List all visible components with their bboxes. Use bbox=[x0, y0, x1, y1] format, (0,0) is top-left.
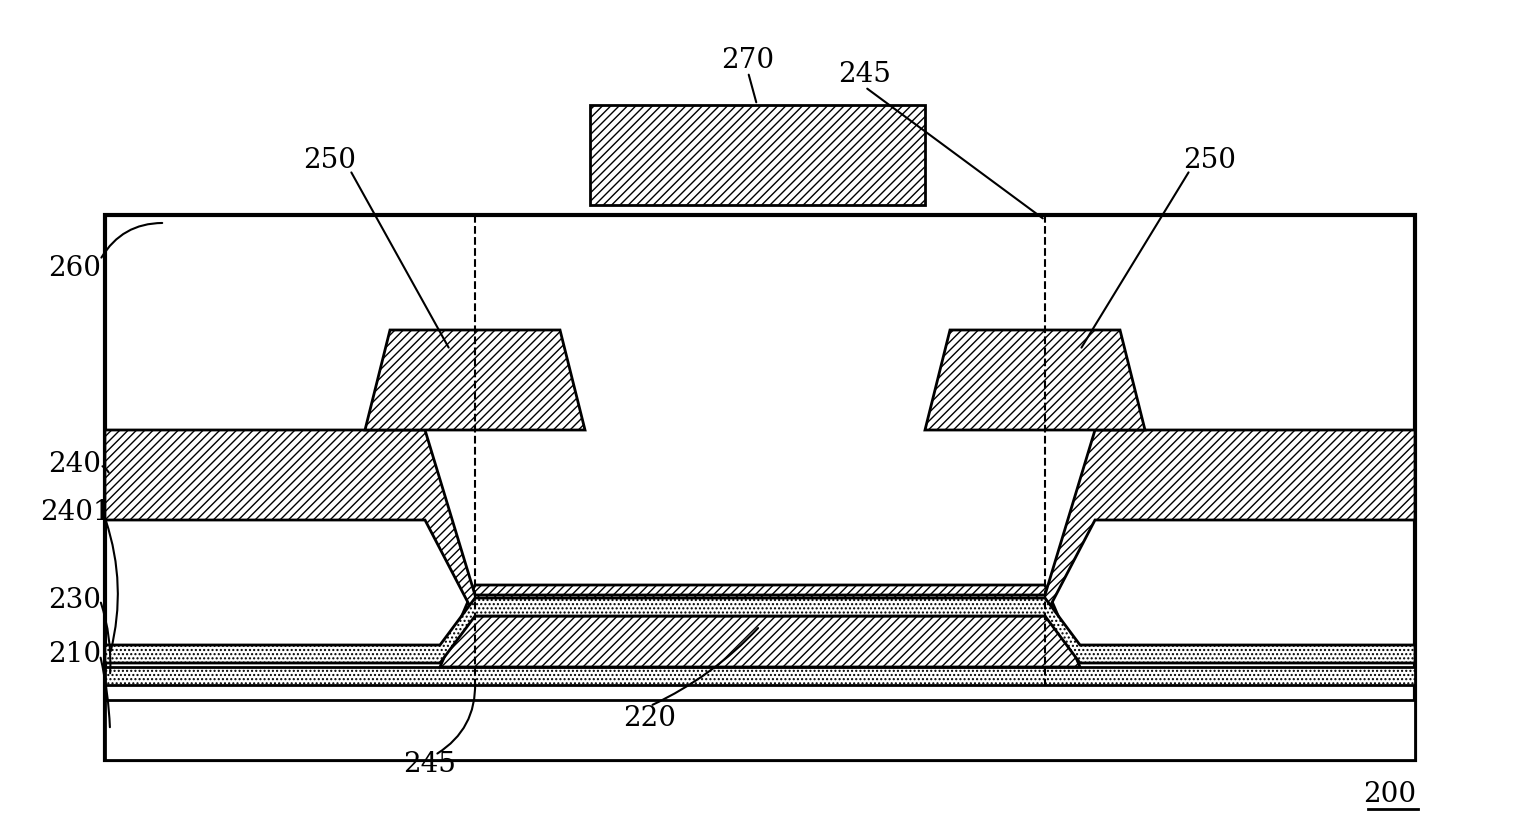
Text: 250: 250 bbox=[304, 146, 357, 174]
Text: 245: 245 bbox=[838, 62, 891, 89]
Bar bbox=[104, 700, 1415, 760]
Polygon shape bbox=[365, 330, 586, 430]
Bar bbox=[590, 105, 924, 205]
Text: 245: 245 bbox=[404, 752, 457, 778]
Text: 220: 220 bbox=[623, 705, 676, 732]
Text: 240: 240 bbox=[48, 451, 101, 478]
Polygon shape bbox=[104, 598, 1415, 663]
Text: 230: 230 bbox=[48, 587, 101, 614]
Bar bbox=[104, 215, 1415, 760]
Polygon shape bbox=[924, 330, 1145, 430]
Bar bbox=[104, 667, 1415, 685]
Text: 200: 200 bbox=[1363, 782, 1416, 808]
Text: 2401: 2401 bbox=[39, 499, 110, 527]
Polygon shape bbox=[104, 430, 1415, 616]
Text: 270: 270 bbox=[722, 47, 775, 74]
Polygon shape bbox=[440, 585, 1080, 667]
Text: 260: 260 bbox=[48, 254, 101, 282]
Text: 210: 210 bbox=[48, 641, 101, 669]
Text: 250: 250 bbox=[1183, 146, 1236, 174]
